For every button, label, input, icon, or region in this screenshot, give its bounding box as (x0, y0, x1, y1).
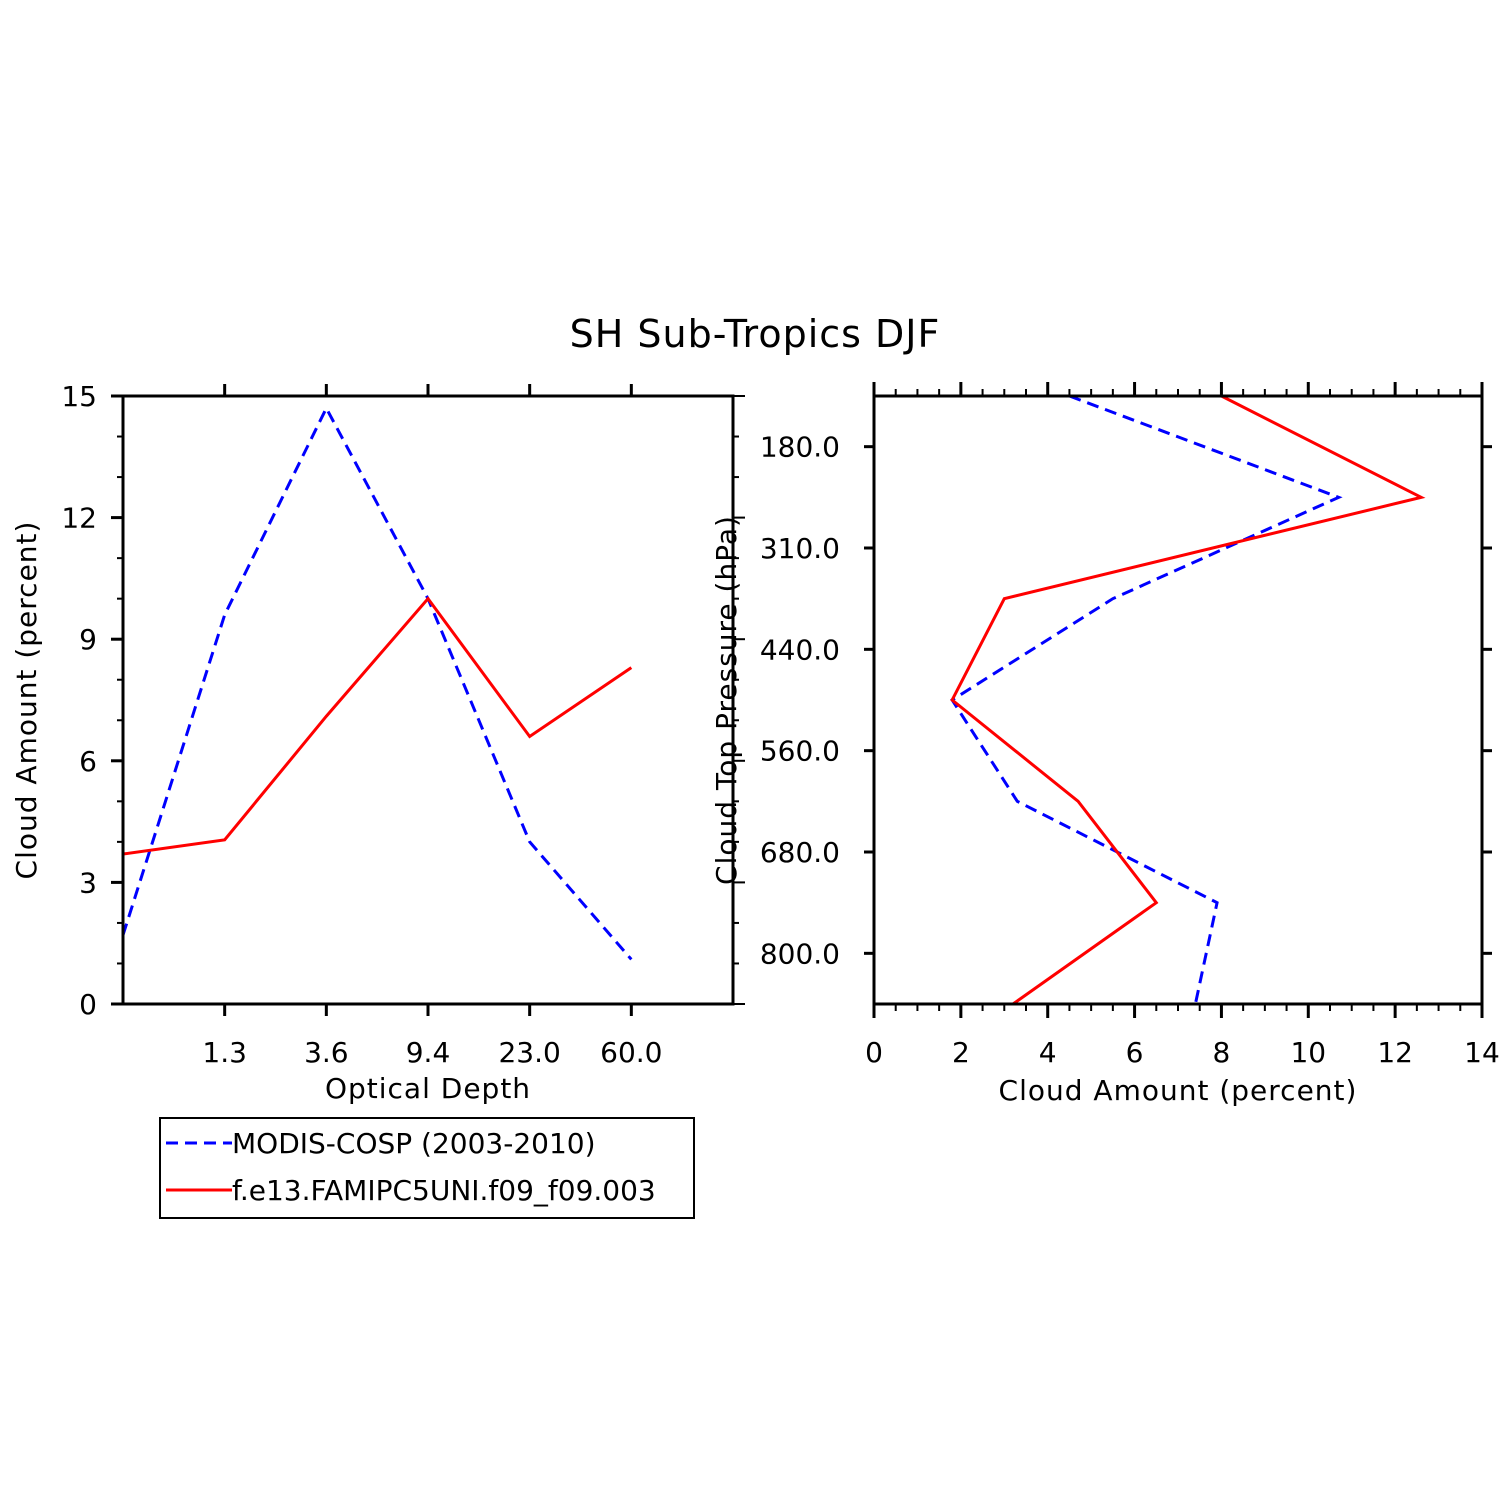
left-x-tick-label: 9.4 (406, 1036, 451, 1069)
right-y-tick-label: 180.0 (760, 431, 840, 464)
left-y-tick-label: 6 (79, 745, 97, 778)
left-y-axis-label: Cloud Amount (percent) (10, 521, 43, 880)
right-y-tick-label: 310.0 (760, 532, 840, 565)
right-x-tick-label: 6 (1126, 1036, 1144, 1069)
left-y-tick-label: 3 (79, 866, 97, 899)
right-y-axis-label: Cloud Top Pressure (hPa) (710, 515, 743, 885)
right-panel: 0 2 4 6 8 10 12 14 180.0 310.0 440.0 560.0 680.0 800.… (710, 382, 1500, 1107)
right-y-tick-label: 560.0 (760, 735, 840, 768)
right-series-model-line (950, 394, 1426, 1006)
left-x-axis-label: Optical Depth (325, 1072, 531, 1105)
right-y-tick-label: 680.0 (760, 836, 840, 869)
right-x-tick-label: 10 (1290, 1036, 1326, 1069)
left-series-model-line (122, 596, 633, 856)
legend-label-modis: MODIS-COSP (2003-2010) (232, 1127, 596, 1160)
right-x-tick-label: 0 (865, 1036, 883, 1069)
right-x-tick-label: 14 (1464, 1036, 1500, 1069)
left-x-tick-label: 1.3 (202, 1036, 247, 1069)
left-axis-ticks (111, 384, 745, 1016)
left-y-tick-label: 9 (79, 623, 97, 656)
left-series-modis-line (121, 404, 633, 961)
right-x-tick-label: 12 (1377, 1036, 1413, 1069)
left-x-tick-label: 60.0 (600, 1036, 662, 1069)
left-series-lines (121, 404, 633, 961)
right-y-tick-label: 800.0 (760, 937, 840, 970)
left-x-tick-label: 23.0 (498, 1036, 560, 1069)
left-y-tick-label: 15 (61, 380, 97, 413)
legend-label-model: f.e13.FAMIPC5UNI.f09_f09.003 (232, 1174, 656, 1207)
right-y-tick-label: 440.0 (760, 633, 840, 666)
right-axis-ticks (864, 382, 1492, 1018)
left-x-tick-label: 3.6 (304, 1036, 349, 1069)
legend-box (159, 1117, 695, 1219)
right-x-axis-label: Cloud Amount (percent) (999, 1074, 1358, 1107)
right-x-tick-label: 2 (952, 1036, 970, 1069)
left-plot-frame (121, 394, 735, 1006)
right-series-modis-line (950, 394, 1343, 1005)
right-plot-frame (872, 394, 1484, 1006)
right-series-lines (950, 394, 1426, 1006)
left-y-tick-label: 12 (61, 502, 97, 535)
legend: MODIS-COSP (2003-2010) f.e13.FAMIPC5UNI.… (159, 1117, 695, 1219)
right-tick-labels: 0 2 4 6 8 10 12 14 180.0 310.0 440.0 560.0 680.0 800.… (760, 431, 1500, 1069)
figure-title: SH Sub-Tropics DJF (570, 312, 941, 356)
left-tick-labels: 0 3 6 9 12 15 1.3 3.6 9.4 23.0 60.0 (61, 380, 662, 1069)
right-x-tick-label: 8 (1213, 1036, 1231, 1069)
left-y-tick-label: 0 (79, 988, 97, 1021)
right-x-tick-label: 4 (1039, 1036, 1057, 1069)
